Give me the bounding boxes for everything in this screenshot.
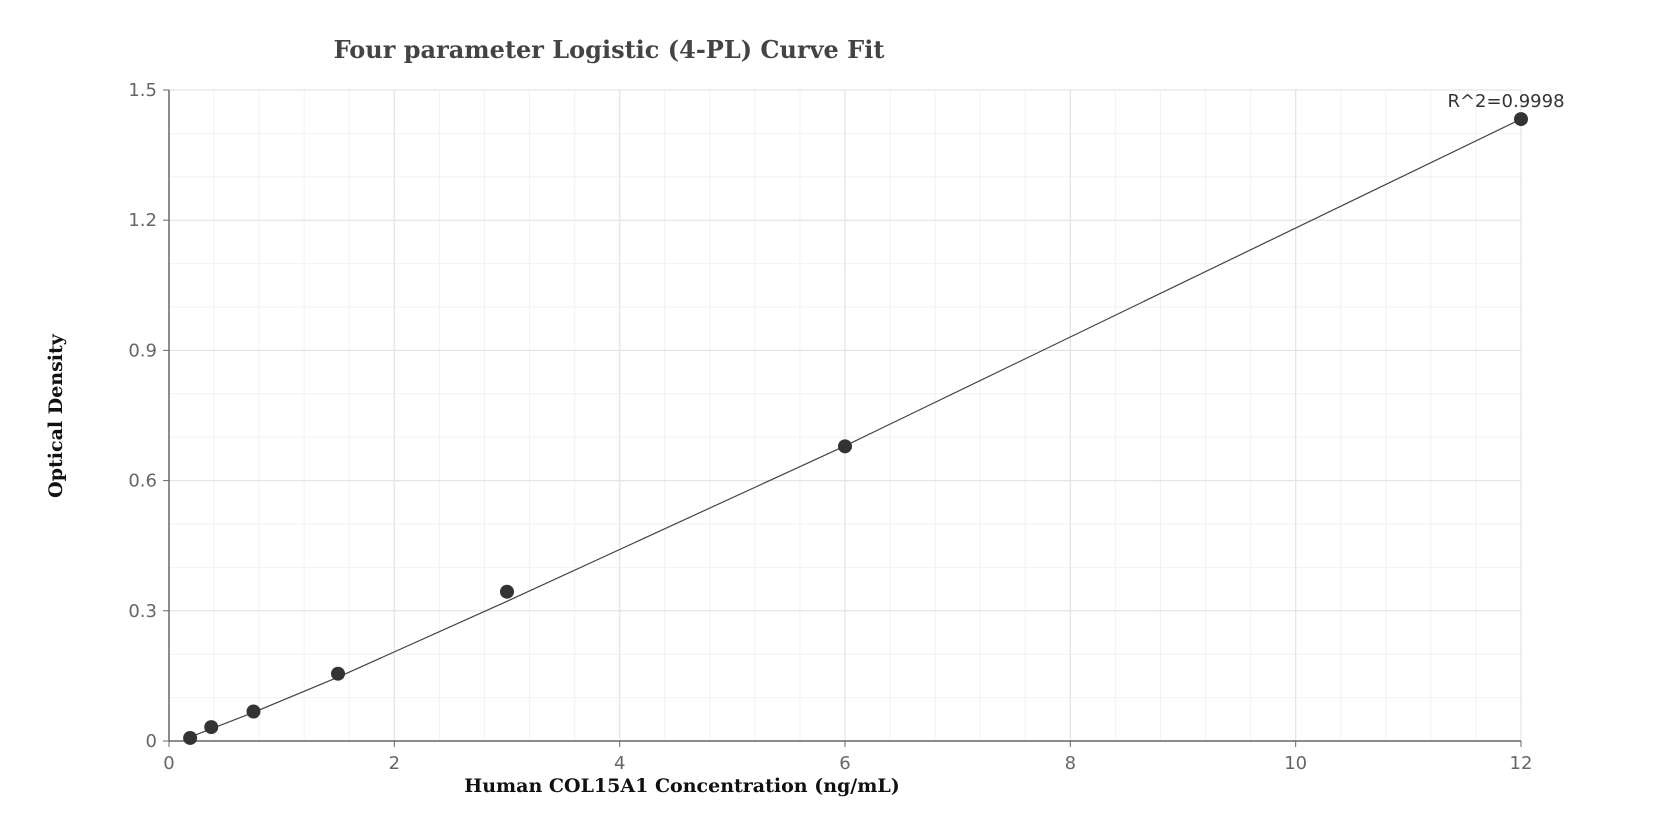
data-point — [204, 720, 219, 735]
chart-title: Four parameter Logistic (4-PL) Curve Fit — [334, 35, 885, 64]
x-tick-label: 10 — [1284, 753, 1307, 774]
x-tick-label: 8 — [1065, 753, 1076, 774]
x-axis-ticks: 0 2 4 6 8 10 12 — [163, 741, 1532, 774]
x-tick-label: 12 — [1510, 753, 1533, 774]
data-point — [838, 439, 852, 454]
data-point — [500, 584, 514, 599]
data-point — [1514, 112, 1528, 127]
y-tick-label: 0.6 — [128, 471, 157, 492]
data-point — [331, 666, 345, 681]
major-gridlines — [169, 89, 1522, 741]
y-tick-label: 1.2 — [128, 210, 157, 231]
x-tick-label: 0 — [163, 753, 174, 774]
data-points — [183, 112, 1528, 745]
x-tick-label: 4 — [614, 753, 625, 774]
fit-curve-group — [189, 118, 1522, 738]
y-axis-ticks: 0 0.3 0.6 0.9 1.2 1.5 — [128, 80, 169, 752]
data-point — [183, 730, 198, 745]
y-tick-label: 1.5 — [128, 80, 157, 101]
x-tick-label: 6 — [839, 753, 850, 774]
r-squared-annotation: R^2=0.9998 — [1447, 91, 1564, 112]
x-tick-label: 2 — [389, 753, 400, 774]
y-tick-label: 0 — [146, 731, 157, 752]
x-axis-title: Human COL15A1 Concentration (ng/mL) — [464, 775, 899, 797]
data-point — [246, 704, 261, 719]
y-tick-label: 0.3 — [128, 601, 157, 622]
y-tick-label: 0.9 — [128, 340, 157, 361]
y-axis-title: Optical Density — [45, 333, 67, 498]
fit-curve — [189, 118, 1522, 738]
